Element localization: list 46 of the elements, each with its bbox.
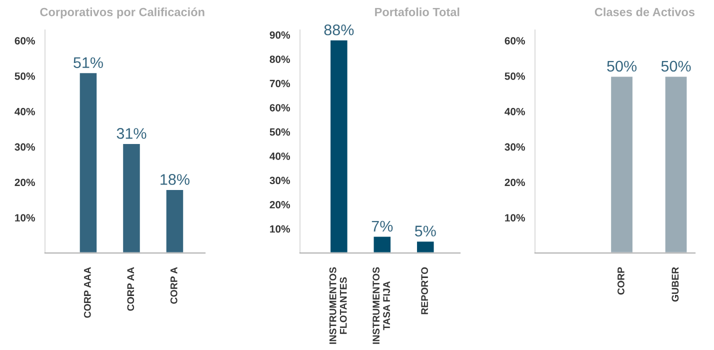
x-tick-label: CORP AAA xyxy=(84,267,91,318)
bar xyxy=(416,240,436,253)
chart-title: Clases de Activos xyxy=(594,8,695,16)
x-tick-label: GUBER xyxy=(672,267,679,302)
y-tick-label: 70% xyxy=(270,80,290,88)
y-tick-label: 30% xyxy=(270,176,290,184)
data-label: 7% xyxy=(372,220,393,232)
x-tick-label: CORP AA xyxy=(127,267,134,311)
y-tick-label: 60% xyxy=(270,104,290,112)
x-tick-label: CORP A xyxy=(170,267,178,304)
x-tick-label: CORP xyxy=(618,267,624,295)
y-tick-label: 20% xyxy=(504,178,526,186)
data-label: 51% xyxy=(74,57,103,68)
y-tick-label: 80% xyxy=(270,56,290,63)
y-tick-label: 20% xyxy=(14,178,36,186)
bar xyxy=(78,72,98,253)
y-tick-label: 50% xyxy=(504,72,526,80)
x-tick-label: INSTRUMENTOS TASA FIJA xyxy=(372,267,390,344)
data-label: 18% xyxy=(160,174,190,185)
data-label: 50% xyxy=(661,60,691,72)
bar xyxy=(164,188,185,253)
data-label: 88% xyxy=(324,24,354,36)
y-tick-label: 10% xyxy=(505,214,526,222)
y-tick-label: 40% xyxy=(504,108,526,116)
y-tick-label: 40% xyxy=(270,152,290,160)
y-tick-label: 60% xyxy=(14,37,36,44)
y-tick-label: 90% xyxy=(270,31,290,39)
x-tick-label: INSTRUMENTOS FLOTANTES xyxy=(329,267,347,344)
y-tick-label: 50% xyxy=(14,72,36,80)
y-tick-label: 20% xyxy=(270,201,290,208)
y-tick-label: 50% xyxy=(270,128,290,136)
data-label: 50% xyxy=(607,60,637,72)
data-label: 5% xyxy=(414,226,436,236)
y-tick-label: 40% xyxy=(14,108,36,116)
y-tick-label: 10% xyxy=(15,214,36,222)
y-tick-label: 30% xyxy=(14,143,36,151)
x-tick-label: REPORTO xyxy=(421,267,428,314)
bar xyxy=(122,142,142,253)
y-tick-label: 60% xyxy=(504,37,526,44)
bar xyxy=(329,39,349,253)
bar xyxy=(372,235,392,253)
y-tick-label: 10% xyxy=(270,225,290,233)
y-tick-label: 30% xyxy=(504,143,526,151)
chart-title: Portafolio Total xyxy=(375,8,460,16)
chart-title: Corporativos por Calificación xyxy=(40,7,204,19)
data-label: 31% xyxy=(116,128,146,139)
